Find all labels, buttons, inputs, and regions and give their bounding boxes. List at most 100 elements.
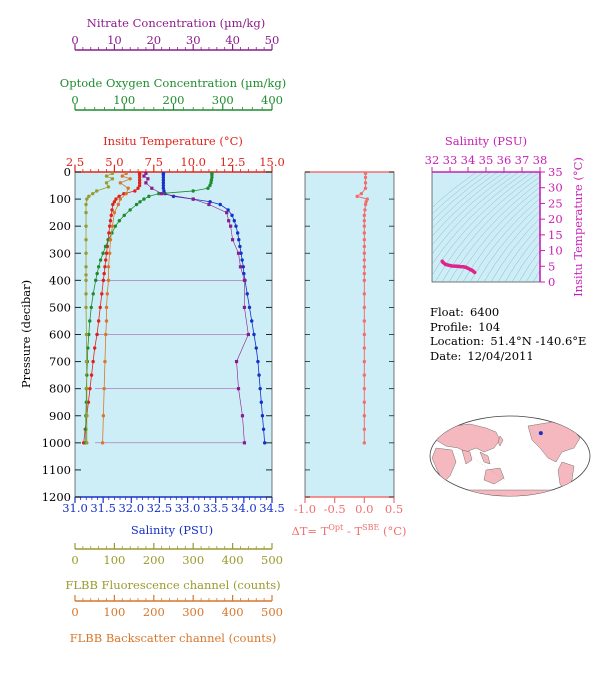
temperature-point [96,319,101,323]
ts-isopycnal [432,172,520,255]
pressure-tick-label: 200 [49,219,71,233]
delta-t-point [362,213,367,218]
nitrate-tick-label: 30 [186,33,201,47]
oxygen-tick-label: 200 [163,93,185,107]
fluorescence-point [85,386,89,391]
oxygen-point [91,292,95,296]
nitrate-point [227,219,231,223]
ts-isopycnal [432,172,492,222]
backscatter-point [110,224,115,228]
fluorescence-tick-label: 300 [182,553,204,567]
location-label: Location: [430,334,485,348]
ts-density-contours [432,172,540,282]
delta-t-point [362,386,367,391]
pressure-tick-label: 1200 [42,490,71,504]
oxygen-point [138,200,142,204]
temperature-point [137,183,142,188]
fluorescence-point [85,414,89,418]
nitrate-tick-label: 50 [265,33,280,47]
fluorescence-point [110,177,115,181]
ts-point [443,262,448,266]
oxygen-point [210,173,214,177]
oxygen-point [84,400,89,404]
oxygen-axis: 0 100 200 300 400 [71,93,283,111]
salinity-axis: 31.0 31.5 32.0 32.5 33.0 33.5 34.0 34.5 [62,496,285,515]
nitrate-point [242,305,247,310]
location-row: Location: 51.4°N -140.6°E [430,334,586,349]
delta-t-point [362,427,367,431]
nitrate-tick-label: 10 [107,33,122,47]
ts-isopycnal [518,249,540,282]
temperature-point [136,186,140,190]
salinity-point [256,359,260,364]
salinity-point [161,175,166,180]
backscatter-point [116,202,121,207]
ts-temperature-axis-title: Insitu Temperature (°C) [571,157,585,297]
fluorescence-point [84,238,88,242]
salinity-point [254,346,258,350]
backscatter-tick-label: 200 [143,605,165,619]
delta-t-point [362,224,367,228]
delta-t-point [362,271,367,276]
fluorescence-point [84,224,88,228]
date-value: 12/04/2011 [467,348,534,363]
salinity-point [241,265,245,269]
ts-y-tick-label: 10 [548,244,563,258]
backscatter-point [126,186,130,190]
delta-t-axis-title: ΔT= TOpt - TSBE (°C) [291,523,406,538]
oxygen-point [209,178,214,182]
pressure-tick-label: 0 [64,165,71,179]
oxygen-point [208,183,212,188]
backscatter-point [118,181,123,185]
ts-isopycnal [432,172,499,229]
ts-isopycnal [469,198,540,282]
salinity-point [234,224,238,228]
nitrate-point [242,441,247,445]
pressure-tick-label: 1100 [42,463,71,477]
delta-t-point [362,244,367,249]
backscatter-tick-label: 400 [222,605,244,619]
temperature-point [91,359,95,364]
backscatter-point [105,292,110,296]
oxygen-axis-title: Optode Oxygen Concentration (µm/kg) [60,76,286,90]
fluorescence-point [104,181,109,185]
nitrate-series [95,172,250,445]
delta-t-tick-label: -1.0 [294,502,316,516]
backscatter-point [108,238,113,242]
temperature-tick-label: 15.0 [259,155,285,169]
salinity-point [218,202,222,207]
backscatter-point [124,172,128,176]
fluorescence-point [87,194,91,199]
pressure-tick-label: 800 [49,382,71,396]
fluorescence-tick-label: 0 [71,553,78,567]
backscatter-tick-label: 500 [261,605,283,619]
fluorescence-point [84,251,88,255]
ts-isopycnal [504,232,540,282]
temperature-point [107,231,111,235]
ts-y-tick-label: 35 [548,165,563,179]
nitrate-point [240,414,245,418]
salinity-point [161,181,166,185]
temperature-tick-label: 10.0 [180,155,206,169]
temperature-point [88,386,92,391]
fluorescence-axis: 0 100 200 300 400 500 [71,543,283,567]
pressure-tick-label: 500 [49,300,71,314]
fluorescence-point [84,278,88,283]
ts-isopycnal [432,172,534,276]
ts-x-tick-label: 34 [461,153,476,167]
oxygen-point [134,202,139,207]
nitrate-point [234,359,239,364]
backscatter-point [101,414,106,418]
pressure-tick-label: 100 [49,192,71,206]
delta-t-point [355,194,359,199]
temperature-point [100,292,104,296]
delta-t-point [359,191,364,196]
ts-y-tick-label: 20 [548,212,563,226]
ts-point [455,264,459,268]
delta-t-point [362,265,367,269]
fluorescence-tick-label: 100 [103,553,125,567]
temperature-point [93,346,97,350]
delta-t-point [362,359,367,364]
float-location-marker [538,431,543,436]
